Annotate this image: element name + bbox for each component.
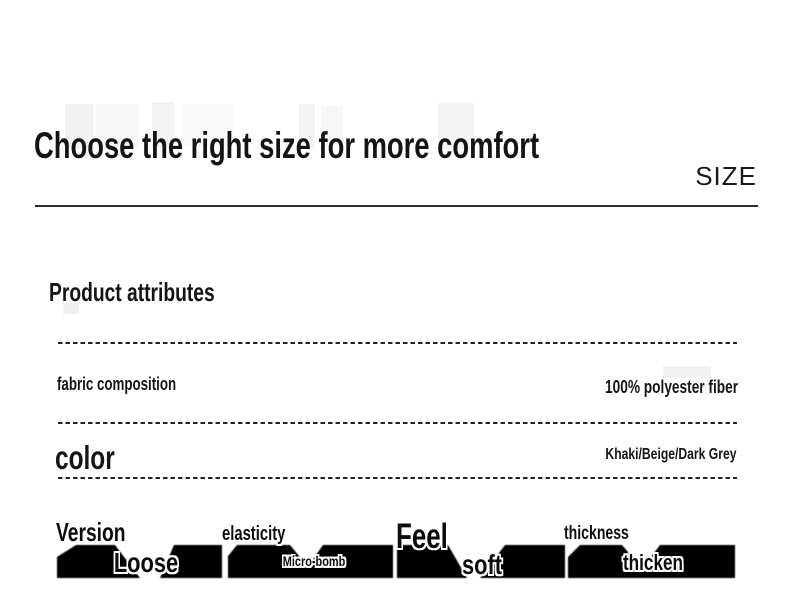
ghost-artifact (321, 106, 343, 146)
ghost-artifact (63, 303, 79, 314)
attribute-label-color: color (55, 439, 115, 476)
badge-bar-elasticity-right (300, 545, 393, 578)
badge-bar-thickness-left (568, 545, 650, 578)
page-title: Choose the right size for more comfort (34, 125, 540, 166)
ghost-artifact (96, 104, 138, 148)
badge-bar-feel-right (480, 545, 565, 578)
dashed-divider (58, 342, 737, 344)
size-label: SIZE (695, 161, 757, 191)
ghost-artifact (152, 102, 174, 148)
badge-bar-feel-left (397, 545, 467, 578)
dashed-divider (58, 422, 737, 424)
feature-label-version: Version (56, 517, 126, 547)
feature-label-thickness: thickness (564, 523, 629, 544)
ghost-artifact (663, 366, 711, 378)
header-divider (35, 205, 758, 207)
feature-value-thickness: thicken (622, 550, 684, 575)
ghost-artifact (65, 104, 93, 148)
feature-value-elasticity: Micro-bomb (282, 553, 346, 569)
feature-label-elasticity: elasticity (222, 523, 286, 545)
dashed-divider (58, 477, 737, 479)
feature-badge-bars (57, 545, 735, 578)
feature-value-feel: soft (461, 549, 503, 580)
badge-bar-version-right (160, 545, 222, 578)
badge-bar-thickness-right (635, 545, 735, 578)
feature-label-feel: Feel (396, 517, 448, 556)
attribute-label-fabric: fabric composition (57, 374, 177, 394)
feature-value-version: Loose (113, 547, 179, 578)
attribute-value-fabric: 100% polyester fiber (604, 377, 738, 397)
section-title: Product attributes (49, 277, 215, 307)
ghost-artifact (299, 104, 315, 148)
ghost-artifact (438, 103, 474, 149)
badge-bar-version-left (57, 545, 140, 578)
ghost-artifact (183, 104, 233, 146)
badge-bar-elasticity-left (228, 545, 317, 578)
attribute-value-color: Khaki/Beige/Dark Grey (605, 446, 737, 463)
